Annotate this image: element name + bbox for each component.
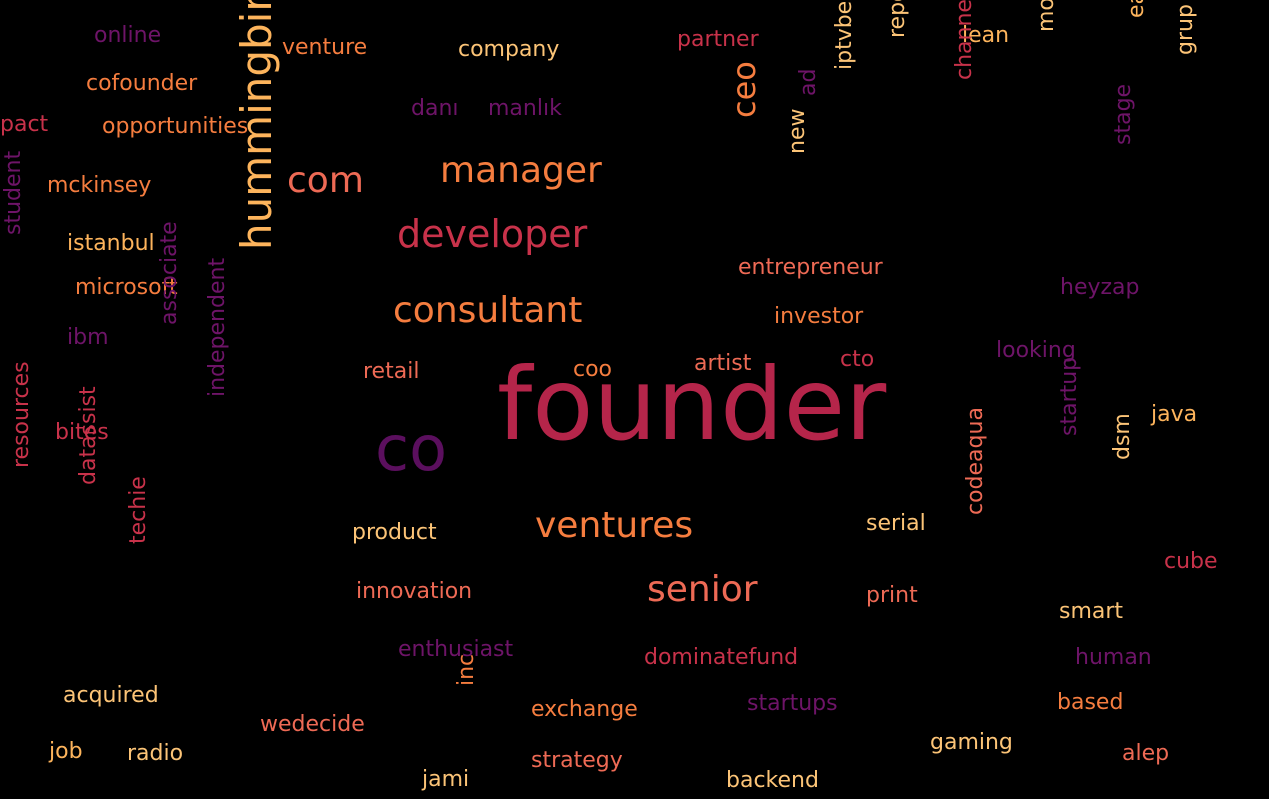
word-resources: resources bbox=[9, 361, 34, 468]
word-inc: inc bbox=[454, 653, 479, 686]
word-reporter: reporter bbox=[885, 0, 910, 38]
word-wedecide: wedecide bbox=[260, 712, 365, 737]
word-dsm: dsm bbox=[1110, 413, 1135, 460]
word-artist: artist bbox=[694, 351, 752, 376]
word-coo: coo bbox=[573, 357, 613, 382]
word-java: java bbox=[1151, 402, 1198, 427]
word-based: based bbox=[1057, 690, 1124, 715]
word-opportunities: opportunities bbox=[102, 114, 249, 139]
word-serial: serial bbox=[866, 511, 926, 536]
word-ibm: ibm bbox=[67, 325, 109, 350]
word-senior: senior bbox=[647, 569, 758, 610]
word-backend: backend bbox=[726, 768, 819, 793]
word-heyzap: heyzap bbox=[1060, 275, 1140, 300]
word-new: new bbox=[785, 108, 810, 154]
word-job: job bbox=[49, 739, 83, 764]
word-radio: radio bbox=[127, 741, 184, 766]
word-manlik: manlık bbox=[488, 96, 562, 121]
word-pact: pact bbox=[0, 112, 49, 137]
word-smart: smart bbox=[1059, 599, 1124, 624]
word-lean: lean bbox=[962, 23, 1010, 48]
word-human: human bbox=[1075, 645, 1152, 670]
word-venture: venture bbox=[282, 35, 368, 60]
word-ceo: ceo bbox=[725, 61, 763, 118]
word-dani: danı bbox=[411, 96, 459, 121]
word-cofounder: cofounder bbox=[86, 71, 198, 96]
word-retail: retail bbox=[363, 359, 420, 384]
word-product: product bbox=[352, 520, 437, 545]
word-consultant: consultant bbox=[393, 290, 583, 331]
word-modagram: modagram bbox=[1034, 0, 1059, 32]
word-alep: alep bbox=[1122, 741, 1170, 766]
word-strategy: strategy bbox=[531, 748, 623, 773]
word-stage: stage bbox=[1111, 83, 1136, 145]
word-startup: startup bbox=[1057, 356, 1082, 436]
word-company: company bbox=[458, 37, 560, 62]
word-investor: investor bbox=[774, 304, 864, 329]
word-datassist: datassist bbox=[76, 386, 101, 485]
word-looking: looking bbox=[996, 338, 1076, 363]
word-developer: developer bbox=[397, 212, 588, 256]
word-techie: techie bbox=[126, 476, 151, 544]
word-grup: grup bbox=[1173, 4, 1198, 55]
word-cto: cto bbox=[840, 347, 875, 372]
word-istanbul: istanbul bbox=[67, 231, 155, 256]
word-microsoft: microsoft bbox=[75, 275, 178, 300]
word-manager: manager bbox=[440, 150, 602, 191]
word-mckinsey: mckinsey bbox=[47, 173, 152, 198]
word-co: co bbox=[375, 412, 448, 485]
word-student: student bbox=[1, 150, 26, 235]
word-online: online bbox=[94, 23, 162, 48]
word-enthusiast: enthusiast bbox=[398, 637, 514, 662]
word-ventures: ventures bbox=[535, 505, 694, 546]
word-independent: independent bbox=[205, 257, 230, 397]
word-channel: channel bbox=[952, 0, 977, 80]
word-ad: ad bbox=[796, 68, 821, 96]
word-codeaqua: codeaqua bbox=[963, 407, 988, 515]
word-iptvbeat: iptvbeat bbox=[832, 0, 857, 70]
word-print: print bbox=[866, 583, 918, 608]
word-dominatefund: dominatefund bbox=[644, 645, 799, 670]
word-startups: startups bbox=[747, 691, 838, 716]
word-com: com bbox=[287, 160, 364, 201]
word-acquired: acquired bbox=[63, 683, 159, 708]
word-jami: jami bbox=[422, 767, 470, 792]
word-innovation: innovation bbox=[356, 579, 473, 604]
word-associate: associate bbox=[157, 221, 182, 325]
word-partner: partner bbox=[677, 27, 759, 52]
word-entrepreneur: entrepreneur bbox=[738, 255, 883, 280]
word-cube: cube bbox=[1164, 549, 1218, 574]
word-early: early bbox=[1124, 0, 1149, 18]
word-bites: bites bbox=[55, 420, 109, 445]
word-exchange: exchange bbox=[531, 697, 638, 722]
word-founder: founder bbox=[497, 346, 887, 463]
word-gaming: gaming bbox=[930, 730, 1013, 755]
